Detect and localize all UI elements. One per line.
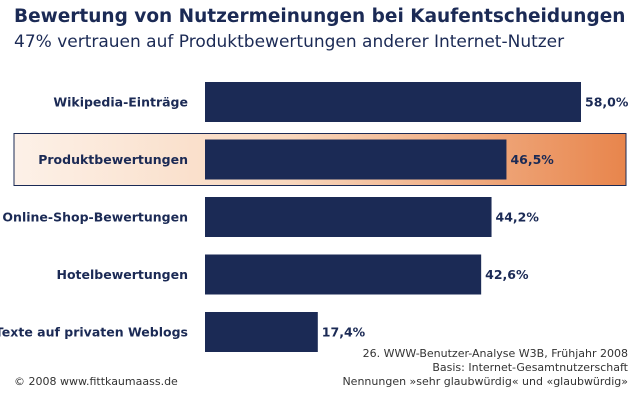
source-line-1: 26. WWW-Benutzer-Analyse W3B, Frühjahr 2… xyxy=(362,347,628,360)
category-label: Produktbewertungen xyxy=(38,152,188,167)
value-label: 42,6% xyxy=(485,267,529,282)
copyright-note: © 2008 www.fittkaumaass.de xyxy=(14,375,178,388)
value-label: 58,0% xyxy=(585,95,629,110)
source-line-3: Nennungen »sehr glaubwürdig« und «glaubw… xyxy=(342,375,628,388)
bar xyxy=(205,254,482,295)
source-line-2: Basis: Internet-Gesamtnutzerschaft xyxy=(432,361,628,374)
bar xyxy=(205,312,318,352)
category-label: Online-Shop-Bewertungen xyxy=(2,210,188,225)
value-label: 44,2% xyxy=(496,210,540,225)
bar xyxy=(205,82,581,122)
bar xyxy=(205,197,492,237)
chart-title: Bewertung von Nutzermeinungen bei Kaufen… xyxy=(14,6,626,27)
bar xyxy=(205,139,507,180)
category-label: Wikipedia-Einträge xyxy=(53,95,188,110)
category-label: Hotelbewertungen xyxy=(56,267,188,282)
value-label: 46,5% xyxy=(510,152,554,167)
source-note: 26. WWW-Benutzer-Analyse W3B, Frühjahr 2… xyxy=(342,347,628,389)
chart-subtitle: 47% vertrauen auf Produktbewertungen and… xyxy=(14,32,565,52)
category-label: Texte auf privaten Weblogs xyxy=(0,325,188,340)
value-label: 17,4% xyxy=(322,325,366,340)
